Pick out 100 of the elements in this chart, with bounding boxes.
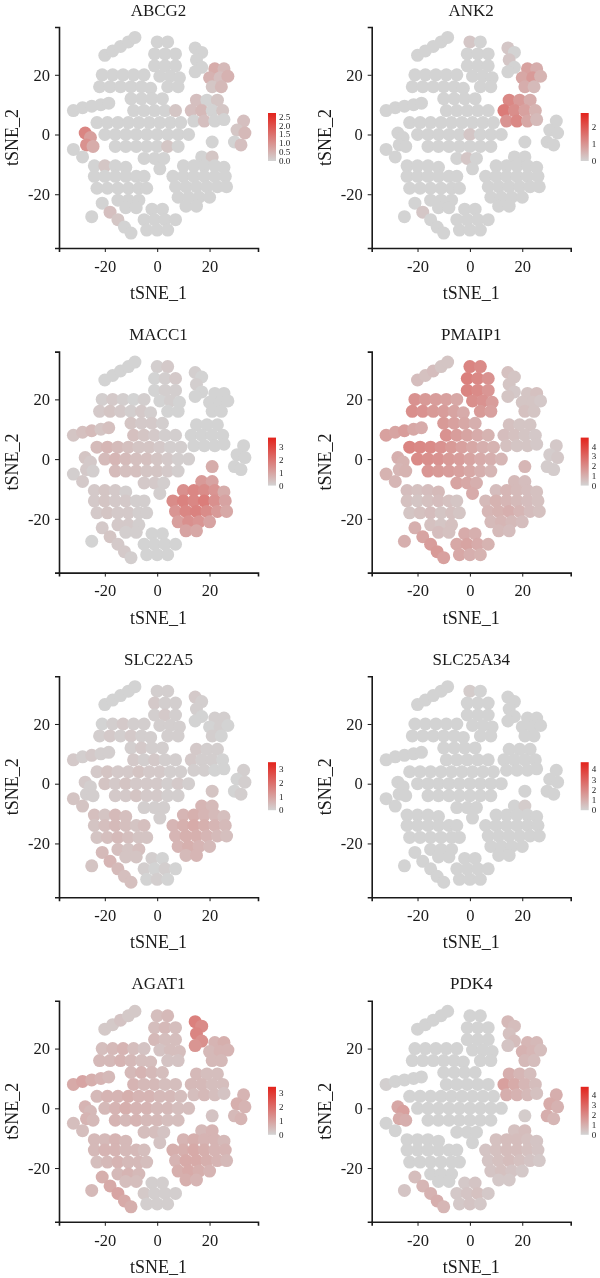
x-tick-label: 0	[466, 581, 475, 601]
y-tick-label: 0	[354, 774, 363, 794]
color-bar-label: 2	[591, 784, 597, 795]
x-tick-label: -20	[94, 905, 117, 925]
y-tick-label: -20	[340, 509, 363, 529]
color-bar-label: 2	[591, 121, 597, 132]
x-tick-label: 20	[201, 1230, 219, 1250]
color-bar-label: 0.5	[279, 147, 291, 158]
x-tick-label: 20	[201, 256, 219, 276]
color-bar-label: 1	[279, 1115, 284, 1126]
color-bar-label: 0	[279, 1129, 284, 1140]
color-bar-label: 2	[279, 1101, 284, 1112]
color-bar-label: 1	[591, 139, 597, 150]
color-bar-label: 1.0	[279, 138, 291, 149]
y-tick-label: 20	[33, 1039, 50, 1059]
color-bar-label: 0	[279, 805, 284, 816]
x-tick-label: 0	[153, 581, 162, 601]
x-tick-label: -20	[407, 905, 430, 925]
color-bar-label: 3	[591, 774, 597, 785]
y-tick-label: -20	[28, 509, 50, 529]
x-tick-label: 20	[201, 581, 219, 601]
y-tick-label: 20	[346, 714, 363, 734]
x-tick-label: -20	[407, 256, 430, 276]
chart-title: MACC1	[129, 325, 188, 345]
x-tick-label: -20	[407, 581, 430, 601]
x-axis-title: tSNE_1	[442, 1256, 500, 1277]
chart-title: ABCG2	[130, 0, 187, 20]
y-tick-label: -20	[28, 1158, 50, 1178]
color-bar-label: 2.5	[279, 111, 291, 122]
x-axis-title: tSNE_1	[129, 932, 188, 953]
color-bar-label: 4	[591, 764, 597, 775]
y-tick-label: -20	[28, 185, 50, 205]
color-bar-label: 2	[279, 454, 284, 465]
y-tick-label: 0	[354, 1099, 363, 1119]
y-tick-label: -20	[340, 185, 363, 205]
color-bar-label: 0	[279, 480, 284, 491]
color-bar-label: 3	[591, 1099, 597, 1110]
x-axis-title: tSNE_1	[442, 607, 500, 628]
x-axis-title: tSNE_1	[129, 607, 188, 628]
color-bar-label: 0	[591, 805, 597, 816]
color-bar-label: 3	[279, 441, 284, 452]
chart-title: AGAT1	[131, 974, 186, 994]
x-tick-label: 0	[466, 905, 475, 925]
x-tick-label: -20	[94, 1230, 117, 1250]
x-tick-label: 0	[153, 905, 162, 925]
color-bar-label: 0	[591, 480, 597, 491]
y-tick-label: -20	[340, 1158, 363, 1178]
y-tick-label: 20	[33, 65, 50, 85]
y-axis-title: tSNE_2	[314, 108, 335, 167]
chart-title: PMAIP1	[440, 325, 502, 345]
x-tick-label: 0	[466, 256, 475, 276]
y-axis-title: tSNE_2	[314, 433, 335, 491]
color-bar-label: 1	[279, 791, 284, 802]
color-bar-label: 1	[591, 795, 597, 806]
x-tick-label: 0	[153, 1230, 162, 1250]
y-tick-label: 0	[41, 1099, 50, 1119]
color-bar-label: 3	[591, 451, 597, 462]
color-bar-label: 0	[591, 1129, 597, 1140]
x-tick-label: 0	[153, 256, 162, 276]
color-bar-label: 2	[591, 1109, 597, 1120]
color-bar-label: 2	[279, 777, 284, 788]
color-bar-label: 3	[279, 764, 284, 775]
color-bar-label: 1.5	[279, 129, 291, 140]
color-bar-label: 1	[279, 467, 284, 478]
y-tick-label: -20	[340, 834, 363, 854]
y-axis-title: tSNE_2	[2, 433, 22, 491]
x-tick-label: -20	[407, 1230, 430, 1250]
color-bar-label: 4	[591, 1089, 597, 1100]
y-tick-label: 20	[346, 65, 363, 85]
y-tick-label: 0	[41, 774, 50, 794]
y-tick-label: 20	[33, 714, 50, 734]
x-tick-label: 20	[201, 905, 219, 925]
x-tick-label: 20	[514, 905, 532, 925]
x-tick-label: 20	[514, 1230, 532, 1250]
y-tick-label: 20	[346, 1039, 363, 1059]
y-axis-title: tSNE_2	[2, 758, 22, 816]
y-axis-title: tSNE_2	[314, 758, 335, 816]
x-tick-label: 0	[466, 1230, 475, 1250]
chart-title: ANK2	[448, 0, 494, 20]
x-tick-label: 20	[514, 256, 532, 276]
y-tick-label: 20	[346, 390, 363, 410]
color-bar-label: 0.0	[279, 156, 291, 167]
y-axis-title: tSNE_2	[2, 108, 22, 167]
y-tick-label: 0	[354, 449, 363, 469]
x-tick-label: 20	[514, 581, 532, 601]
y-tick-label: -20	[28, 834, 50, 854]
y-axis-title: tSNE_2	[2, 1082, 22, 1140]
x-axis-title: tSNE_1	[442, 932, 500, 953]
x-axis-title: tSNE_1	[129, 283, 188, 303]
y-axis-title: tSNE_2	[314, 1082, 335, 1140]
color-bar-label: 3	[279, 1087, 284, 1098]
color-bar-label: 0	[591, 156, 597, 167]
chart-title: PDK4	[449, 974, 493, 994]
chart-title: SLC25A34	[432, 649, 511, 669]
y-tick-label: 20	[33, 390, 50, 410]
x-tick-label: -20	[94, 256, 117, 276]
y-tick-label: 0	[41, 449, 50, 469]
color-bar-label: 2.0	[279, 120, 291, 131]
x-axis-title: tSNE_1	[129, 1256, 188, 1277]
y-tick-label: 0	[354, 125, 363, 145]
